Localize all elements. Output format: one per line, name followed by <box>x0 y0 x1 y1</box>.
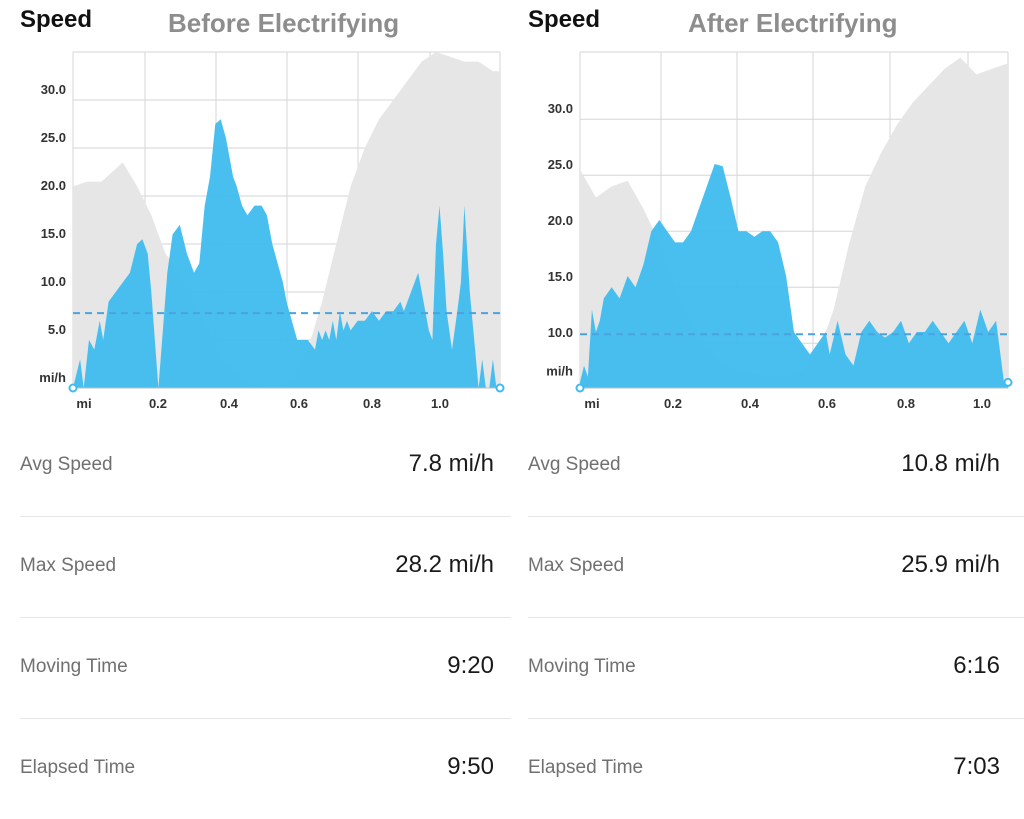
y-tick-label: 20.0 <box>41 178 66 193</box>
y-tick-label: 30.0 <box>548 101 573 116</box>
moving-time-value: 9:20 <box>447 652 494 679</box>
y-tick-label: 5.0 <box>48 322 66 337</box>
elapsed-time-row: Elapsed Time 7:03 <box>528 719 1024 819</box>
chart-header: Speed <box>528 6 601 33</box>
elapsed-time-value: 7:03 <box>953 753 1000 780</box>
chart-layer: mi/h 10.0 15.0 20.0 25.0 30.0 mi 0.2 0.4 0.6 0.8 1.… <box>546 51 1013 411</box>
x-tick-label: 0.6 <box>818 396 836 411</box>
elevation-area <box>580 57 1008 388</box>
end-marker <box>1003 377 1013 387</box>
avg-speed-row: Avg Speed 10.8 mi/h <box>528 416 1024 517</box>
max-speed-label: Max Speed <box>528 555 625 576</box>
elapsed-time-label: Elapsed Time <box>528 757 644 778</box>
max-speed-row: Max Speed 25.9 mi/h <box>528 517 1024 618</box>
max-speed-label: Max Speed <box>20 555 117 576</box>
moving-time-label: Moving Time <box>528 656 636 677</box>
elapsed-time-value: 9:50 <box>447 753 494 780</box>
speed-area <box>73 119 500 388</box>
moving-time-row: Moving Time 9:20 <box>20 618 512 719</box>
avg-speed-value: 10.8 mi/h <box>901 450 1000 477</box>
elapsed-time-label: Elapsed Time <box>20 757 136 778</box>
x-tick-label: 1.0 <box>973 396 991 411</box>
after-title: After Electrifying <box>688 8 898 38</box>
x-tick-label: 1.0 <box>431 396 449 411</box>
x-tick-label: 0.8 <box>363 396 381 411</box>
avg-speed-row: Avg Speed 7.8 mi/h <box>20 416 512 517</box>
y-tick-label: 25.0 <box>548 157 573 172</box>
before-speed-chart: mi/h 5.0 10.0 15.0 20.0 25.0 30.0 mi 0.2 0.4 0.6 0.… <box>39 51 505 411</box>
y-tick-label: 10.0 <box>548 325 573 340</box>
elapsed-time-row: Elapsed Time 9:50 <box>20 719 512 819</box>
x-tick-label: 0.6 <box>290 396 308 411</box>
y-tick-label: mi/h <box>546 363 573 378</box>
after-stats: Avg Speed 10.8 mi/h Max Speed 25.9 mi/h … <box>528 416 1024 789</box>
moving-time-label: Moving Time <box>20 656 128 677</box>
x-tick-label: 0.4 <box>220 396 239 411</box>
y-tick-label: mi/h <box>39 370 66 385</box>
y-tick-label: 30.0 <box>41 82 66 97</box>
end-marker <box>495 383 505 393</box>
x-tick-label: 0.8 <box>897 396 915 411</box>
max-speed-row: Max Speed 28.2 mi/h <box>20 517 512 618</box>
moving-time-value: 6:16 <box>953 652 1000 679</box>
start-marker <box>575 383 585 393</box>
max-speed-value: 28.2 mi/h <box>395 551 494 578</box>
comparison-root: mi/h 5.0 10.0 15.0 20.0 25.0 30.0 mi 0.2 0.4 0.6 0.… <box>0 0 1024 789</box>
chart-layer: mi/h 5.0 10.0 15.0 20.0 25.0 30.0 mi 0.2 0.4 0.6 0.… <box>39 51 505 411</box>
before-title: Before Electrifying <box>168 8 400 38</box>
y-tick-label: 25.0 <box>41 130 66 145</box>
y-tick-label: 20.0 <box>548 213 573 228</box>
avg-speed-label: Avg Speed <box>20 454 113 475</box>
start-marker <box>68 383 78 393</box>
avg-speed-value: 7.8 mi/h <box>408 450 494 477</box>
x-tick-label: 0.2 <box>664 396 682 411</box>
after-speed-chart: mi/h 10.0 15.0 20.0 25.0 30.0 mi 0.2 0.4 0.6 0.8 1.… <box>546 51 1013 411</box>
x-tick-label: 0.4 <box>741 396 760 411</box>
panel-divider <box>511 0 513 789</box>
before-panel: mi/h 5.0 10.0 15.0 20.0 25.0 30.0 mi 0.2 0.4 0.6 0.… <box>0 0 512 789</box>
avg-speed-label: Avg Speed <box>528 454 621 475</box>
speed-area <box>580 164 1008 388</box>
after-panel: mi/h 10.0 15.0 20.0 25.0 30.0 mi 0.2 0.4 0.6 0.8 1.… <box>512 0 1024 789</box>
max-speed-value: 25.9 mi/h <box>901 551 1000 578</box>
y-tick-label: 10.0 <box>41 274 66 289</box>
before-stats: Avg Speed 7.8 mi/h Max Speed 28.2 mi/h M… <box>20 416 512 789</box>
y-tick-label: 15.0 <box>548 269 573 284</box>
moving-time-row: Moving Time 6:16 <box>528 618 1024 719</box>
x-tick-label: 0.2 <box>149 396 167 411</box>
x-tick-label: mi <box>584 396 599 411</box>
chart-header: Speed <box>20 6 93 33</box>
x-tick-label: mi <box>76 396 91 411</box>
y-tick-label: 15.0 <box>41 226 66 241</box>
